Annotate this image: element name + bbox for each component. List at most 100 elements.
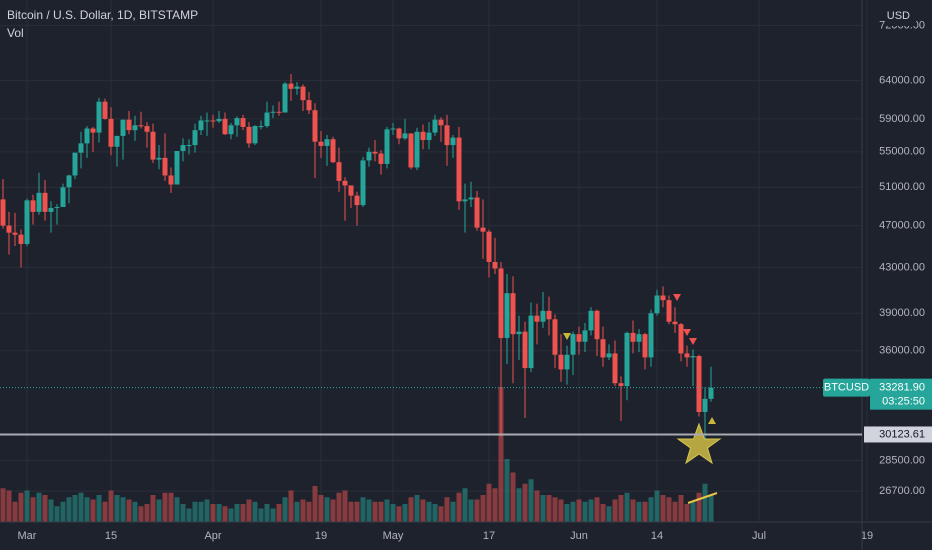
candle-body [456,137,462,202]
y-tick-label: 26700.00 [879,485,925,497]
x-tick-label: Mar [18,530,37,542]
candle-body [354,195,360,206]
volume-bar [144,504,150,522]
volume-bar [678,495,684,522]
candle-body [678,324,684,354]
currency-bg [886,6,916,26]
volume-bar [12,501,18,522]
volume-legend: Vol [7,26,24,40]
candle-body [0,199,6,226]
volume-bar [342,490,348,522]
volume-bar [240,504,246,522]
volume-bar [90,499,96,522]
candle-body [318,141,324,146]
volume-bar [252,501,258,522]
candle-body [516,331,522,335]
volume-bar [366,499,372,522]
candle-body [36,192,42,212]
candle-body [90,128,96,133]
volume-bar [630,499,636,522]
candle-body [48,207,54,212]
candle-body [498,268,504,338]
volume-bar [222,506,228,522]
volume-bar [378,501,384,522]
volume-bar [0,488,6,522]
candle-body [114,135,120,147]
candle-body [228,125,234,135]
volume-bar [216,504,222,522]
volume-bar [348,501,354,522]
candle-body [492,261,498,269]
candle-body [306,100,312,111]
volume-bar [330,499,336,522]
volume-bar [6,490,12,522]
candle-body [426,132,432,141]
volume-bar [486,483,492,522]
candle-body [528,315,534,369]
volume-bar [198,501,204,522]
candle-body [564,354,570,370]
candle-body [294,86,300,89]
volume-bar [402,504,408,522]
candle-body [342,180,348,186]
volume-bar [660,495,666,522]
y-tick-label: 39000.00 [879,307,925,319]
volume-bar [264,504,270,522]
candle-body [468,197,474,200]
volume-bar [390,504,396,522]
candle-body [210,120,216,122]
candle-body [156,157,162,160]
candle-body [474,197,480,228]
volume-bar [126,499,132,522]
volume-bar [576,499,582,522]
volume-bar [372,501,378,522]
candle-body [30,200,36,212]
candle-body [438,119,444,126]
volume-bar [702,483,708,522]
candle-body [654,295,660,314]
volume-bar [654,490,660,522]
volume-bar [186,508,192,522]
candle-body [702,398,708,413]
candle-body [324,139,330,146]
candle-body [666,300,672,322]
candle-body [480,227,486,232]
volume-bar [312,486,318,522]
volume-bar [612,499,618,522]
candle-body [168,175,174,185]
volume-bar [432,504,438,522]
candle-body [402,133,408,139]
candle-body [546,310,552,320]
volume-bar [318,495,324,522]
signal-markers [563,294,722,504]
candle-body [372,151,378,154]
marker [708,417,716,424]
volume-bar [414,495,420,522]
volume-bar [384,499,390,522]
volume-bar [642,501,648,522]
volume-bar [354,501,360,522]
volume-bar [360,497,366,522]
y-tick-label: 59000.00 [879,113,925,125]
candle-body [84,128,90,144]
candle-body [60,187,66,208]
volume-bar [582,501,588,522]
volume-bar [54,506,60,522]
candle-body [396,128,402,139]
candle-body [450,137,456,146]
x-tick-label: 17 [483,530,495,542]
candle-body [660,295,666,301]
volume-bar [648,497,654,522]
marker [689,338,697,345]
volume-bar [72,495,78,522]
volume-bar [540,495,546,522]
candle-body [132,125,138,131]
volume-bar [594,497,600,522]
volume-bar [30,497,36,522]
candle-body [96,101,102,133]
candle-body [186,145,192,147]
volume-bar [120,497,126,522]
candle-body [126,119,132,131]
symbol-tag [823,378,870,397]
